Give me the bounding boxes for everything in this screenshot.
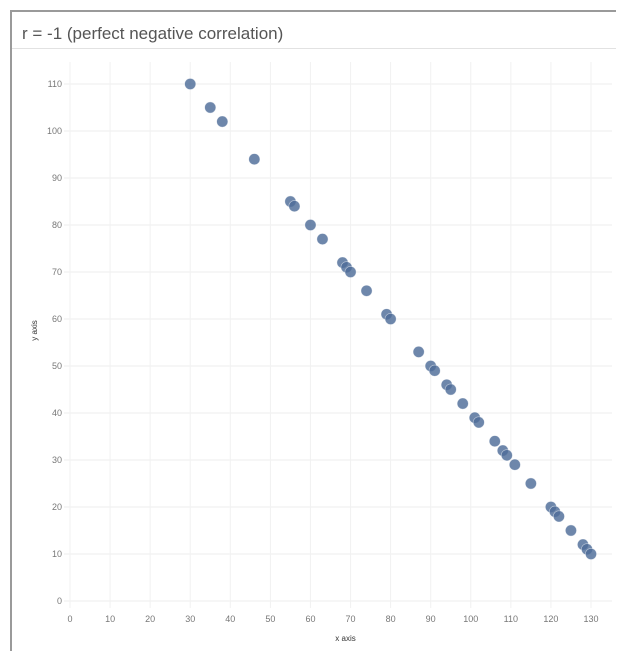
data-point[interactable] bbox=[428, 364, 441, 377]
y-tick-label: 60 bbox=[52, 314, 62, 324]
x-tick-label: 60 bbox=[305, 614, 315, 624]
y-tick-label: 0 bbox=[57, 596, 62, 606]
data-point[interactable] bbox=[444, 383, 457, 396]
x-tick-label: 70 bbox=[346, 614, 356, 624]
title-divider bbox=[12, 48, 616, 49]
y-tick-label: 70 bbox=[52, 267, 62, 277]
data-point[interactable] bbox=[384, 313, 397, 325]
data-point[interactable] bbox=[500, 449, 513, 462]
data-point[interactable] bbox=[248, 153, 261, 166]
data-point[interactable] bbox=[565, 524, 577, 537]
data-point[interactable] bbox=[553, 510, 565, 523]
y-tick-label: 90 bbox=[52, 173, 62, 183]
y-tick-label: 50 bbox=[52, 361, 62, 371]
data-point[interactable] bbox=[360, 284, 373, 297]
x-tick-label: 80 bbox=[386, 614, 396, 624]
x-tick-label: 30 bbox=[185, 614, 195, 624]
y-tick-labels: 0 10 20 30 40 50 60 70 80 90 100 110 bbox=[47, 79, 62, 606]
data-point[interactable] bbox=[344, 266, 357, 278]
x-tick-label: 100 bbox=[463, 614, 478, 624]
x-tick-label: 90 bbox=[426, 614, 436, 624]
data-points bbox=[184, 78, 597, 560]
y-tick-label: 30 bbox=[52, 455, 62, 465]
x-tick-label: 120 bbox=[543, 614, 558, 624]
data-point[interactable] bbox=[216, 115, 229, 128]
y-axis-label: y axis bbox=[30, 320, 39, 340]
x-tick-label: 10 bbox=[105, 614, 115, 624]
x-tick-label: 50 bbox=[265, 614, 275, 624]
x-tick-label: 0 bbox=[67, 614, 72, 624]
data-point[interactable] bbox=[585, 548, 597, 560]
x-tick-label: 20 bbox=[145, 614, 155, 624]
data-point[interactable] bbox=[508, 458, 521, 471]
data-point[interactable] bbox=[488, 435, 501, 448]
data-point[interactable] bbox=[456, 397, 469, 410]
x-tick-label: 130 bbox=[583, 614, 598, 624]
y-tick-label: 110 bbox=[48, 79, 62, 89]
x-tick-label: 40 bbox=[225, 614, 235, 624]
data-point[interactable] bbox=[288, 200, 301, 213]
x-tick-labels: 0 10 20 30 40 50 60 70 80 90 100 110 120 130 bbox=[67, 614, 598, 624]
chart-panel bbox=[10, 10, 616, 651]
data-point[interactable] bbox=[184, 78, 197, 90]
data-point[interactable] bbox=[472, 416, 485, 429]
data-point[interactable] bbox=[524, 477, 537, 490]
y-tick-label: 20 bbox=[52, 502, 62, 512]
chart-title: r = -1 (perfect negative correlation) bbox=[22, 24, 284, 43]
y-tick-label: 10 bbox=[52, 549, 62, 559]
y-tick-label: 40 bbox=[52, 408, 62, 418]
y-tick-label: 80 bbox=[52, 220, 62, 230]
data-point[interactable] bbox=[412, 345, 425, 358]
gridlines bbox=[64, 62, 612, 608]
y-tick-label: 100 bbox=[47, 126, 62, 136]
data-point[interactable] bbox=[204, 101, 217, 114]
data-point[interactable] bbox=[316, 233, 329, 245]
x-tick-label: 110 bbox=[504, 614, 518, 624]
data-point[interactable] bbox=[304, 219, 317, 231]
x-axis-label: x axis bbox=[335, 634, 355, 643]
